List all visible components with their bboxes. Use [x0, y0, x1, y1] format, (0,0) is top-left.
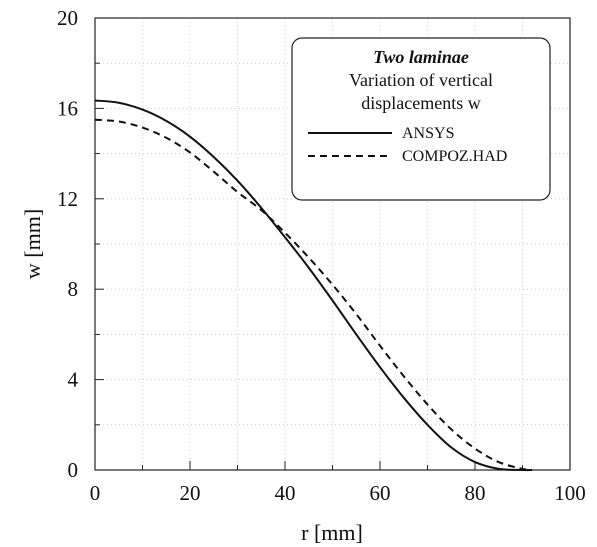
x-tick-label: 0	[90, 481, 101, 505]
y-tick-label: 8	[68, 277, 79, 301]
y-axis-label: w [mm]	[20, 209, 45, 279]
legend-box	[291, 37, 551, 201]
x-tick-label: 100	[554, 481, 586, 505]
y-tick-label: 4	[68, 368, 79, 392]
x-tick-label: 20	[180, 481, 201, 505]
legend-entry-compoz: COMPOZ.HAD	[402, 148, 507, 165]
y-tick-label: 12	[57, 187, 78, 211]
series-line-1	[94, 118, 533, 471]
x-tick-label: 40	[275, 481, 296, 505]
series-layer	[94, 99, 533, 472]
legend: Two laminae Variation of vertical displa…	[291, 37, 551, 201]
x-tick-label: 80	[465, 481, 486, 505]
tick-labels: 0 20 40 60 80 100 0 4 8 12 16 20	[57, 6, 586, 505]
x-tick-label: 60	[370, 481, 391, 505]
y-tick-label: 20	[57, 6, 78, 30]
legend-subtitle-line1: Variation of vertical	[349, 70, 493, 90]
legend-subtitle-line2: displacements w	[361, 93, 480, 113]
x-axis-label: r [mm]	[301, 520, 363, 545]
grid	[95, 18, 570, 470]
legend-title: Two laminae	[373, 47, 469, 67]
legend-entry-ansys: ANSYS	[402, 125, 454, 142]
y-tick-label: 16	[57, 96, 78, 120]
y-tick-label: 0	[68, 458, 79, 482]
series-line-0	[94, 99, 533, 472]
